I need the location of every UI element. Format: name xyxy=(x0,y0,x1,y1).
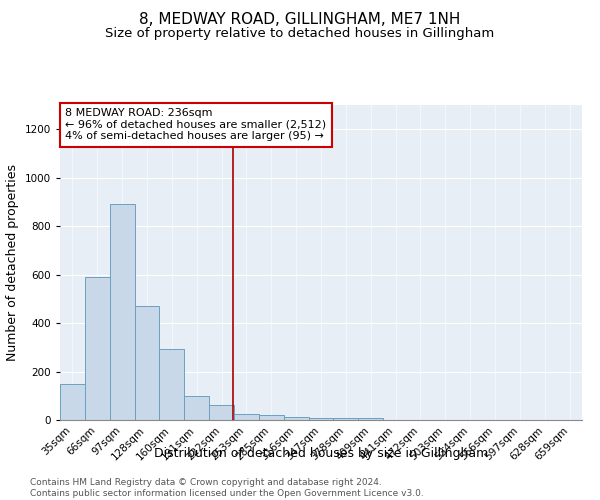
Bar xyxy=(184,396,209,420)
Bar xyxy=(334,418,358,420)
Bar xyxy=(358,418,383,420)
Bar xyxy=(308,418,334,420)
Text: 8 MEDWAY ROAD: 236sqm
← 96% of detached houses are smaller (2,512)
4% of semi-de: 8 MEDWAY ROAD: 236sqm ← 96% of detached … xyxy=(65,108,326,142)
Bar xyxy=(60,384,85,420)
Bar xyxy=(259,415,284,420)
Bar xyxy=(160,348,184,420)
Text: Contains HM Land Registry data © Crown copyright and database right 2024.
Contai: Contains HM Land Registry data © Crown c… xyxy=(30,478,424,498)
Bar xyxy=(134,306,160,420)
Bar xyxy=(284,417,308,420)
Y-axis label: Number of detached properties: Number of detached properties xyxy=(6,164,19,361)
Bar xyxy=(85,277,110,420)
Bar xyxy=(209,406,234,420)
Bar xyxy=(110,204,134,420)
Text: 8, MEDWAY ROAD, GILLINGHAM, ME7 1NH: 8, MEDWAY ROAD, GILLINGHAM, ME7 1NH xyxy=(139,12,461,28)
Text: Distribution of detached houses by size in Gillingham: Distribution of detached houses by size … xyxy=(154,448,488,460)
Text: Size of property relative to detached houses in Gillingham: Size of property relative to detached ho… xyxy=(106,28,494,40)
Bar xyxy=(234,414,259,420)
